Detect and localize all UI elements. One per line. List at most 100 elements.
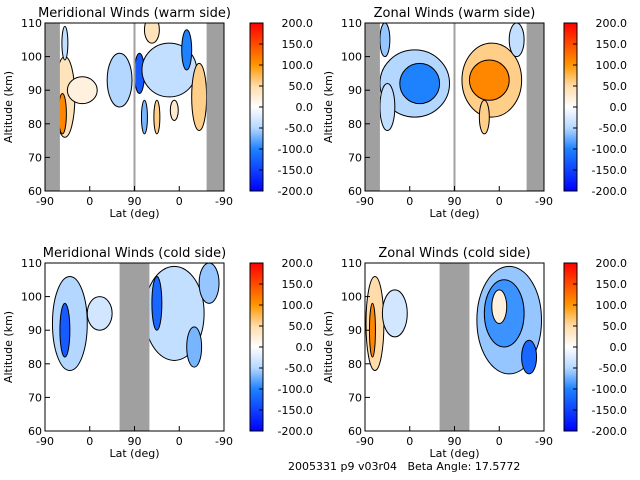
no-data-band: [45, 23, 60, 191]
x-tick-label: 0: [86, 435, 93, 448]
y-tick-label: 80: [28, 358, 42, 371]
colorbar-tick-label: 50.0: [603, 80, 628, 93]
colorbar-tick-label: 200.0: [282, 17, 314, 30]
x-axis-label: Lat (deg): [430, 447, 480, 460]
y-tick-label: 100: [341, 291, 362, 304]
contour-region: [151, 275, 163, 331]
colorbar-tick-label: 150.0: [282, 278, 314, 291]
y-axis-label: Altitude (km): [322, 71, 335, 143]
colorbar-tick-label: 150.0: [282, 38, 314, 51]
y-tick-label: 80: [348, 358, 362, 371]
x-tick-label: 0: [496, 435, 503, 448]
contour-region: [169, 99, 179, 121]
contour-region: [181, 29, 193, 71]
no-data-band: [119, 263, 150, 431]
panel-title: Meridional Winds (cold side): [43, 246, 226, 261]
colorbar-tick-label: 50.0: [289, 320, 314, 333]
panel-1: Meridional Winds (warm side) -90 0 90 0 -90 La…: [2, 6, 313, 220]
contour-region: [368, 302, 376, 358]
colorbar-tick-label: 100.0: [282, 59, 314, 72]
y-axis-label: Altitude (km): [2, 71, 15, 143]
contour-region: [521, 339, 538, 375]
contour-region: [143, 23, 160, 44]
panel-3: Meridional Winds (cold side) -90 0 90 0 -90 La…: [2, 246, 313, 460]
contour-region: [153, 99, 161, 135]
colorbar-tick-label: -50.0: [599, 362, 627, 375]
colorbar-tick-label: -150.0: [278, 404, 313, 417]
x-tick-label: 0: [86, 195, 93, 208]
y-tick-label: 110: [21, 257, 42, 270]
panel-title: Zonal Winds (warm side): [374, 6, 536, 21]
x-tick-label: 90: [128, 435, 142, 448]
contour-region: [61, 25, 69, 61]
x-axis-label: Lat (deg): [110, 447, 160, 460]
no-data-band: [453, 23, 456, 191]
colorbar-tick-label: 200.0: [596, 257, 628, 270]
contour-region: [86, 296, 113, 331]
contour-region: [508, 23, 525, 58]
y-tick-label: 100: [21, 291, 42, 304]
y-tick-label: 60: [28, 185, 42, 198]
colorbar-tick-label: -150.0: [592, 164, 627, 177]
x-tick-label: 90: [448, 195, 462, 208]
x-tick-label: -90: [36, 195, 54, 208]
colorbar-tick-label: -200.0: [592, 185, 627, 198]
contour-region: [478, 99, 490, 135]
colorbar-tick-label: 150.0: [596, 278, 628, 291]
y-tick-label: 60: [28, 425, 42, 438]
no-data-band: [133, 23, 136, 191]
colorbar-tick-label: -50.0: [599, 122, 627, 135]
colorbar-tick-label: -200.0: [278, 185, 313, 198]
contour-region: [186, 326, 203, 368]
colorbar-tick-label: -100.0: [278, 143, 313, 156]
y-tick-label: 70: [28, 391, 42, 404]
colorbar-tick-label: 100.0: [596, 59, 628, 72]
contour-region: [381, 289, 408, 338]
x-tick-label: 0: [496, 195, 503, 208]
y-tick-label: 90: [28, 324, 42, 337]
no-data-band: [439, 263, 470, 431]
contour-region: [140, 99, 148, 135]
contour-region: [59, 302, 71, 358]
y-tick-label: 60: [348, 185, 362, 198]
x-tick-label: 0: [406, 195, 413, 208]
colorbar-tick-label: 50.0: [289, 80, 314, 93]
contour-region: [191, 62, 208, 132]
y-axis-label: Altitude (km): [322, 311, 335, 383]
colorbar-tick-label: -50.0: [285, 122, 313, 135]
panel-2: Zonal Winds (warm side) -90 0 90 0 -90 Lat (de…: [322, 6, 627, 220]
x-tick-label: -90: [535, 435, 553, 448]
colorbar-tick-label: 0.0: [610, 341, 628, 354]
colorbar-tick-label: 150.0: [596, 38, 628, 51]
colorbar-tick-label: 0.0: [610, 101, 628, 114]
y-tick-label: 70: [348, 391, 362, 404]
x-tick-label: -90: [356, 195, 374, 208]
contour-region: [399, 62, 441, 105]
panel-4: Zonal Winds (cold side) -90 0 90 0 -90 Lat (de…: [322, 246, 627, 460]
contour-region: [198, 263, 220, 304]
y-tick-label: 70: [348, 151, 362, 164]
y-tick-label: 80: [348, 118, 362, 131]
colorbar-tick-label: -100.0: [592, 383, 627, 396]
colorbar-tick-label: -150.0: [278, 164, 313, 177]
x-tick-label: 0: [176, 435, 183, 448]
contour-region: [66, 76, 98, 105]
y-tick-label: 60: [348, 425, 362, 438]
colorbar-tick-label: -100.0: [592, 143, 627, 156]
y-tick-label: 90: [28, 84, 42, 97]
contour-region: [379, 23, 391, 58]
contour-region: [468, 59, 510, 101]
footer-text: 2005331 p9 v03r04 Beta Angle: 17.5772: [288, 460, 521, 473]
y-tick-label: 100: [21, 51, 42, 64]
colorbar-tick-label: -150.0: [592, 404, 627, 417]
x-axis-label: Lat (deg): [430, 207, 480, 220]
x-tick-label: -90: [36, 435, 54, 448]
y-tick-label: 80: [28, 118, 42, 131]
colorbar-tick-label: 0.0: [296, 101, 314, 114]
colorbar-tick-label: 200.0: [596, 17, 628, 30]
plot-area: [45, 23, 224, 191]
colorbar-tick-label: 100.0: [596, 299, 628, 312]
contour-region: [379, 82, 396, 132]
